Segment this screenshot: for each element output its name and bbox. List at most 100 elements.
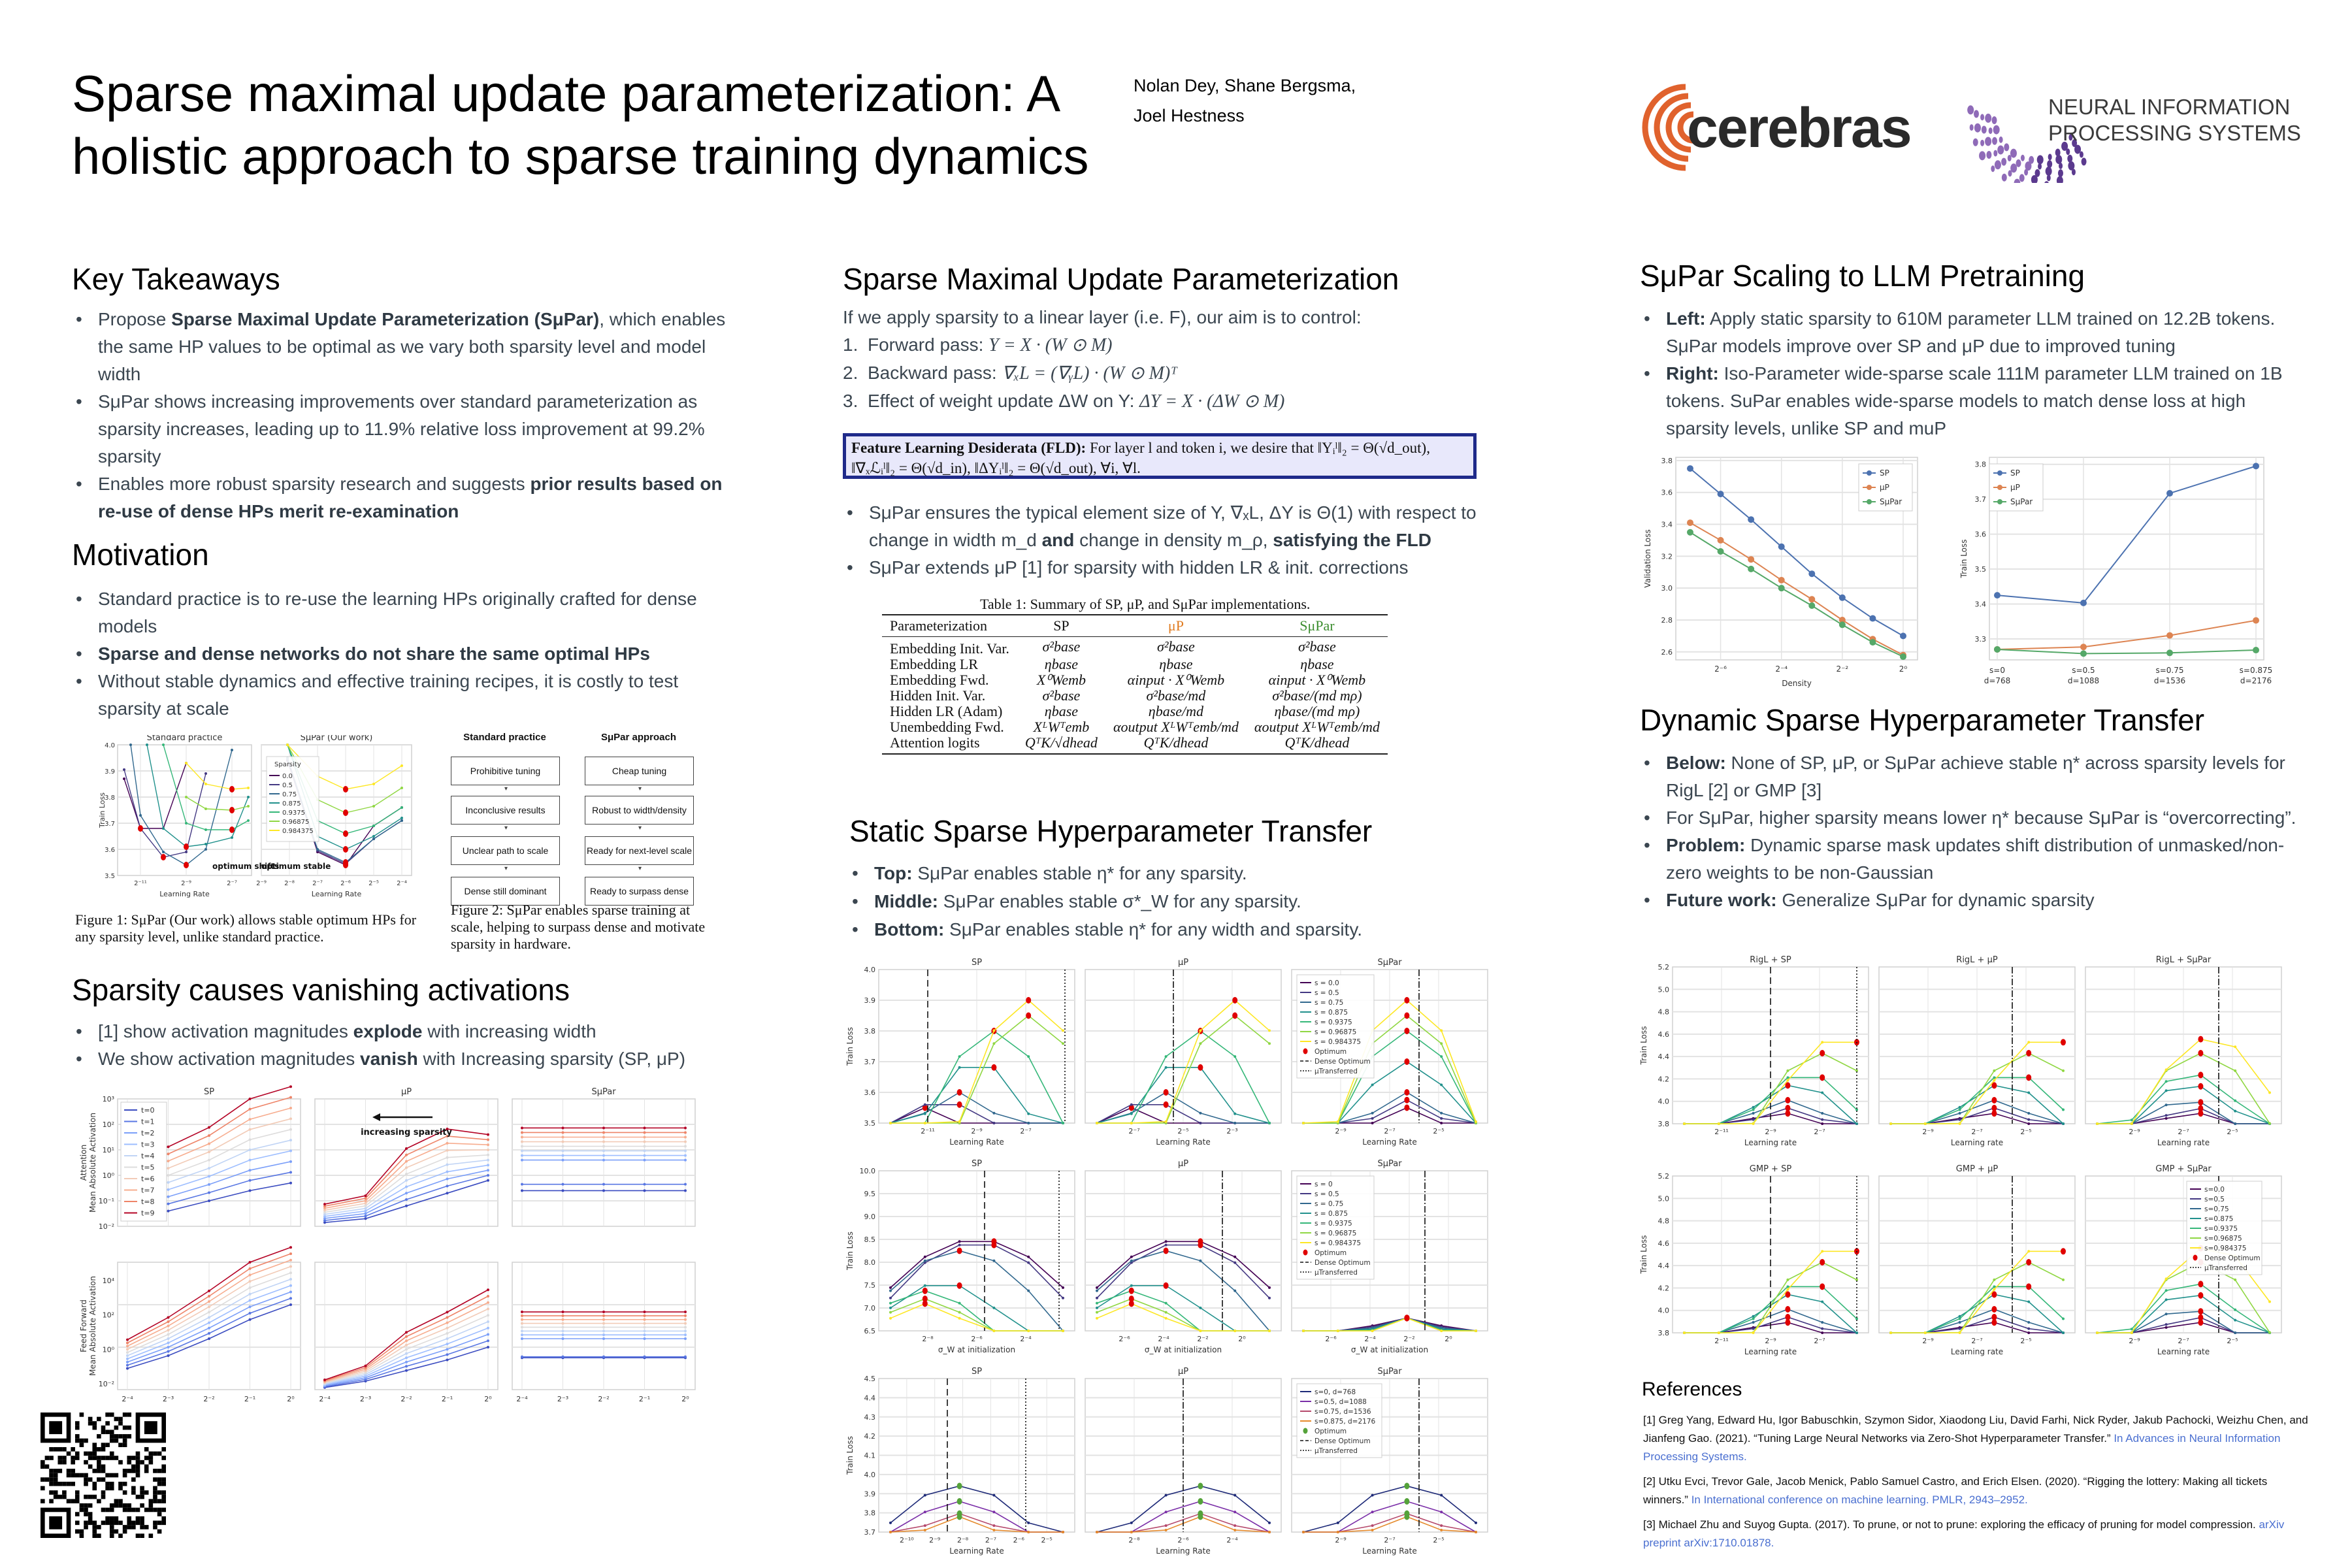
legend-label: 0.75 (282, 791, 297, 798)
y-tick-label: 3.8 (1658, 1329, 1670, 1337)
data-point (602, 1322, 605, 1325)
logo-dot (2066, 148, 2070, 155)
data-point (167, 1346, 170, 1348)
llm-heading: SμPar Scaling to LLM Pretraining (1640, 259, 2085, 293)
data-point (487, 1138, 489, 1141)
data-point (1062, 1029, 1064, 1032)
y-tick-label: 3.0 (1661, 584, 1673, 593)
y-tick-label: 4.0 (864, 966, 876, 974)
qr-module (49, 1446, 54, 1452)
legend-label: μTransferred (2204, 1264, 2247, 1272)
qr-code[interactable] (41, 1413, 166, 1541)
qr-module (122, 1473, 127, 1478)
data-point (247, 787, 250, 789)
qr-module (135, 1456, 140, 1460)
qr-module (135, 1520, 140, 1526)
table-header: SP (1017, 614, 1105, 637)
qr-module (84, 1438, 88, 1443)
qr-module (157, 1469, 162, 1473)
static-heading: Static Sparse Hyperparameter Transfer (849, 814, 1373, 848)
data-point (208, 1167, 210, 1170)
data-point (1027, 1122, 1030, 1124)
panel-title: μP (1178, 958, 1188, 968)
data-point (521, 1183, 523, 1186)
optimum-marker (1026, 1012, 1032, 1019)
plot-area (1085, 1170, 1282, 1331)
optimum-marker (1163, 1089, 1169, 1096)
data-point (126, 1338, 129, 1341)
table-header: μP (1105, 614, 1247, 637)
x-tick-label: 2⁻¹⁰ (900, 1536, 914, 1544)
optimum-marker (2198, 1105, 2204, 1112)
panel-title: μP (1178, 1367, 1188, 1377)
data-point (1958, 1317, 1961, 1320)
y-axis-label: Feed Forward (79, 1299, 88, 1352)
panel-title: GMP + μP (1956, 1164, 1999, 1174)
data-point (1752, 1327, 1755, 1330)
reference-link[interactable]: In Advances in Neural Information Proces… (1643, 1432, 2281, 1463)
qr-module (122, 1469, 127, 1473)
poster-title: Sparse maximal update parameterization: … (72, 65, 1089, 185)
legend-label: 0.9375 (282, 809, 305, 817)
y-tick-label: 4.2 (864, 1432, 876, 1441)
logo-dot (2044, 181, 2050, 189)
qr-module (161, 1516, 166, 1521)
data-point (1786, 1285, 1789, 1288)
optimum-marker (1785, 1314, 1791, 1320)
optimum-marker (1785, 1319, 1791, 1326)
data-point (323, 1219, 326, 1222)
data-point (289, 1181, 292, 1184)
qr-module (118, 1520, 123, 1526)
data-point (1096, 1311, 1098, 1314)
data-point (1778, 543, 1785, 550)
data-point (1371, 1494, 1374, 1497)
reference-link[interactable]: In International conference on machine l… (1691, 1494, 2028, 1506)
data-point (923, 1524, 926, 1527)
data-point (923, 1284, 926, 1287)
references-list: [1] Greg Yang, Edward Hu, Igor Babuschki… (1643, 1411, 2310, 1559)
legend-label: s = 0.5 (1315, 989, 1339, 997)
y-axis-label: Train Loss (1959, 540, 1968, 579)
data-point (561, 1140, 564, 1143)
data-point (289, 1258, 292, 1262)
optimum-marker (1820, 1050, 1825, 1056)
data-point (1199, 1111, 1202, 1115)
x-axis-label: Learning Rate (1156, 1137, 1210, 1147)
y-tick-label: 4.1 (864, 1452, 876, 1460)
qr-module (79, 1443, 84, 1447)
data-point (521, 1149, 523, 1152)
data-point (1855, 1108, 1858, 1111)
qr-module (84, 1481, 88, 1486)
x-tick-label: 2⁻⁹ (1765, 1128, 1776, 1136)
logo-dot (1981, 125, 1987, 134)
x-tick-label: 2⁻⁹ (929, 1536, 940, 1544)
data-point (1233, 1261, 1237, 1264)
supar-bullet: SμPar extends μP [1] for sparsity with h… (844, 554, 1491, 581)
static-item: Top: SμPar enables stable η* for any spa… (849, 859, 1496, 887)
data-point (1302, 1122, 1305, 1124)
legend-label: SμPar (1880, 497, 1902, 506)
data-point (323, 1203, 326, 1206)
reference-link[interactable]: arXiv preprint arXiv:1710.01878. (1643, 1518, 2285, 1549)
qr-module (140, 1503, 144, 1508)
legend-label: SP (2010, 468, 2020, 478)
vanishing-item: [1] show activation magnitudes explode w… (73, 1018, 792, 1045)
data-point (1164, 1528, 1168, 1531)
logo-dot (1997, 145, 2004, 155)
data-point (958, 1120, 961, 1123)
qr-module (127, 1503, 132, 1508)
qr-module (148, 1503, 154, 1508)
data-point (162, 851, 165, 853)
legend-label: s = 0.875 (1315, 1009, 1348, 1017)
x-tick-label: 2⁻⁴ (516, 1395, 528, 1403)
qr-module (131, 1520, 136, 1526)
data-point (208, 1151, 210, 1154)
y-tick-label: 4.0 (1658, 1098, 1670, 1106)
data-point (1268, 1042, 1271, 1045)
series-line-SμPar (1690, 531, 1904, 658)
logo-dot (2046, 174, 2051, 182)
optimum-marker (2198, 1110, 2204, 1117)
data-point (602, 1149, 605, 1152)
data-point (923, 1255, 926, 1258)
data-point (889, 1296, 892, 1299)
